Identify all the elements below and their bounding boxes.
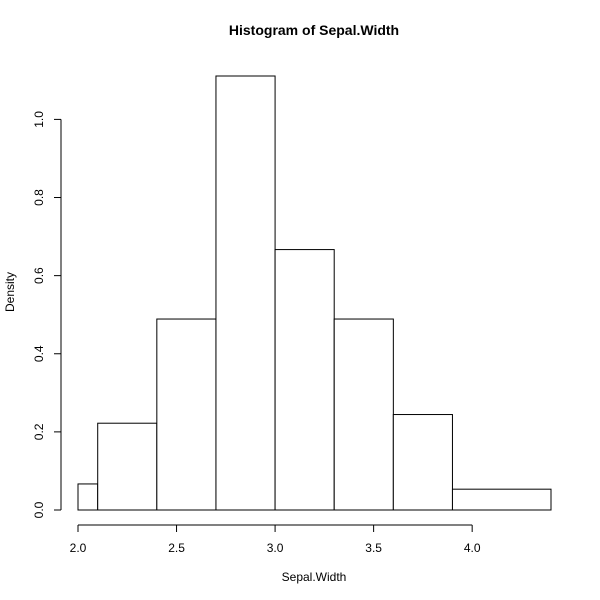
y-tick-label-3: 0.4 <box>32 345 46 362</box>
x-tick-label-1: 2.0 <box>70 541 87 555</box>
histogram-bar-3 <box>156 318 217 511</box>
histogram-bar-5 <box>274 249 335 511</box>
y-axis-label: Density <box>3 272 17 312</box>
y-tick-label-1: 0.0 <box>32 501 46 518</box>
histogram-bar-4 <box>215 75 276 511</box>
bars-group <box>77 75 552 511</box>
x-tick-label-4: 3.5 <box>365 541 382 555</box>
x-tick-label-3: 3.0 <box>267 541 284 555</box>
x-tick-label-2: 2.5 <box>168 541 185 555</box>
histogram-bar-6 <box>333 318 394 511</box>
x-axis: 2.0 2.5 3.0 3.5 4.0 <box>70 524 481 555</box>
x-axis-label: Sepal.Width <box>282 570 347 584</box>
x-tick-label-5: 4.0 <box>464 541 481 555</box>
histogram-bar-2 <box>97 422 158 511</box>
chart-title: Histogram of Sepal.Width <box>229 22 399 38</box>
y-tick-label-6: 1.0 <box>32 111 46 128</box>
y-axis: 0.0 0.2 0.4 0.6 0.8 1.0 <box>32 111 62 518</box>
histogram-bar-7 <box>392 414 453 511</box>
y-tick-label-4: 0.6 <box>32 267 46 284</box>
y-tick-label-5: 0.8 <box>32 189 46 206</box>
y-tick-label-2: 0.2 <box>32 423 46 440</box>
histogram-bar-1 <box>77 483 99 511</box>
histogram-bar-8 <box>451 488 552 511</box>
